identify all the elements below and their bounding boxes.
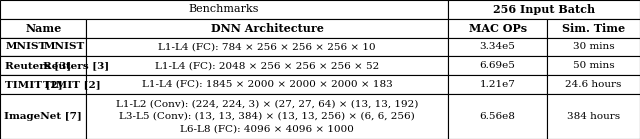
- Text: MNIST: MNIST: [5, 42, 46, 51]
- Bar: [448, 38, 547, 56]
- Text: 6.56e8: 6.56e8: [479, 112, 516, 121]
- Text: 6.69e5: 6.69e5: [479, 61, 516, 70]
- Bar: [0, 19, 86, 38]
- Bar: [0, 38, 86, 56]
- Bar: [547, 19, 640, 38]
- Text: 256 Input Batch: 256 Input Batch: [493, 4, 595, 15]
- Text: 1.21e7: 1.21e7: [479, 80, 516, 89]
- Bar: [0, 38, 86, 56]
- Bar: [448, 94, 547, 139]
- Text: 3.34e5: 3.34e5: [479, 42, 516, 51]
- Text: Name: Name: [25, 23, 61, 34]
- Bar: [0, 56, 86, 75]
- Text: Benchmarks: Benchmarks: [189, 4, 259, 14]
- Text: Reuters [3]: Reuters [3]: [5, 61, 71, 70]
- Text: Sim. Time: Sim. Time: [562, 23, 625, 34]
- Text: L1-L4 (FC): 784 × 256 × 256 × 256 × 10: L1-L4 (FC): 784 × 256 × 256 × 256 × 10: [158, 42, 376, 51]
- Text: TIMIT [2]: TIMIT [2]: [5, 80, 63, 89]
- Bar: [0, 0, 448, 19]
- Text: DNN Architecture: DNN Architecture: [211, 23, 324, 34]
- Text: L1-L2 (Conv): (224, 224, 3) × (27, 27, 64) × (13, 13, 192)
L3-L5 (Conv): (13, 13: L1-L2 (Conv): (224, 224, 3) × (27, 27, 6…: [116, 100, 419, 133]
- Text: L1-L4 (FC): 1845 × 2000 × 2000 × 2000 × 183: L1-L4 (FC): 1845 × 2000 × 2000 × 2000 × …: [142, 80, 392, 89]
- Bar: [86, 94, 448, 139]
- Bar: [86, 56, 448, 75]
- Text: MNIST: MNIST: [44, 42, 84, 51]
- Text: TIMIT [2]: TIMIT [2]: [44, 80, 101, 89]
- Bar: [547, 56, 640, 75]
- Bar: [0, 56, 86, 75]
- Text: Reuters [3]: Reuters [3]: [44, 61, 109, 70]
- Text: 50 mins: 50 mins: [573, 61, 614, 70]
- Bar: [86, 38, 448, 56]
- Bar: [547, 38, 640, 56]
- Text: 384 hours: 384 hours: [567, 112, 620, 121]
- Bar: [86, 19, 448, 38]
- Bar: [448, 56, 547, 75]
- Bar: [0, 75, 86, 94]
- Bar: [547, 94, 640, 139]
- Bar: [448, 0, 640, 19]
- Bar: [0, 94, 86, 139]
- Bar: [448, 75, 547, 94]
- Text: L1-L4 (FC): 2048 × 256 × 256 × 256 × 52: L1-L4 (FC): 2048 × 256 × 256 × 256 × 52: [155, 61, 380, 70]
- Text: 30 mins: 30 mins: [573, 42, 614, 51]
- Bar: [547, 75, 640, 94]
- Text: 24.6 hours: 24.6 hours: [565, 80, 622, 89]
- Bar: [448, 19, 547, 38]
- Text: ImageNet [7]: ImageNet [7]: [4, 112, 82, 121]
- Bar: [86, 75, 448, 94]
- Bar: [0, 75, 86, 94]
- Text: MAC OPs: MAC OPs: [468, 23, 527, 34]
